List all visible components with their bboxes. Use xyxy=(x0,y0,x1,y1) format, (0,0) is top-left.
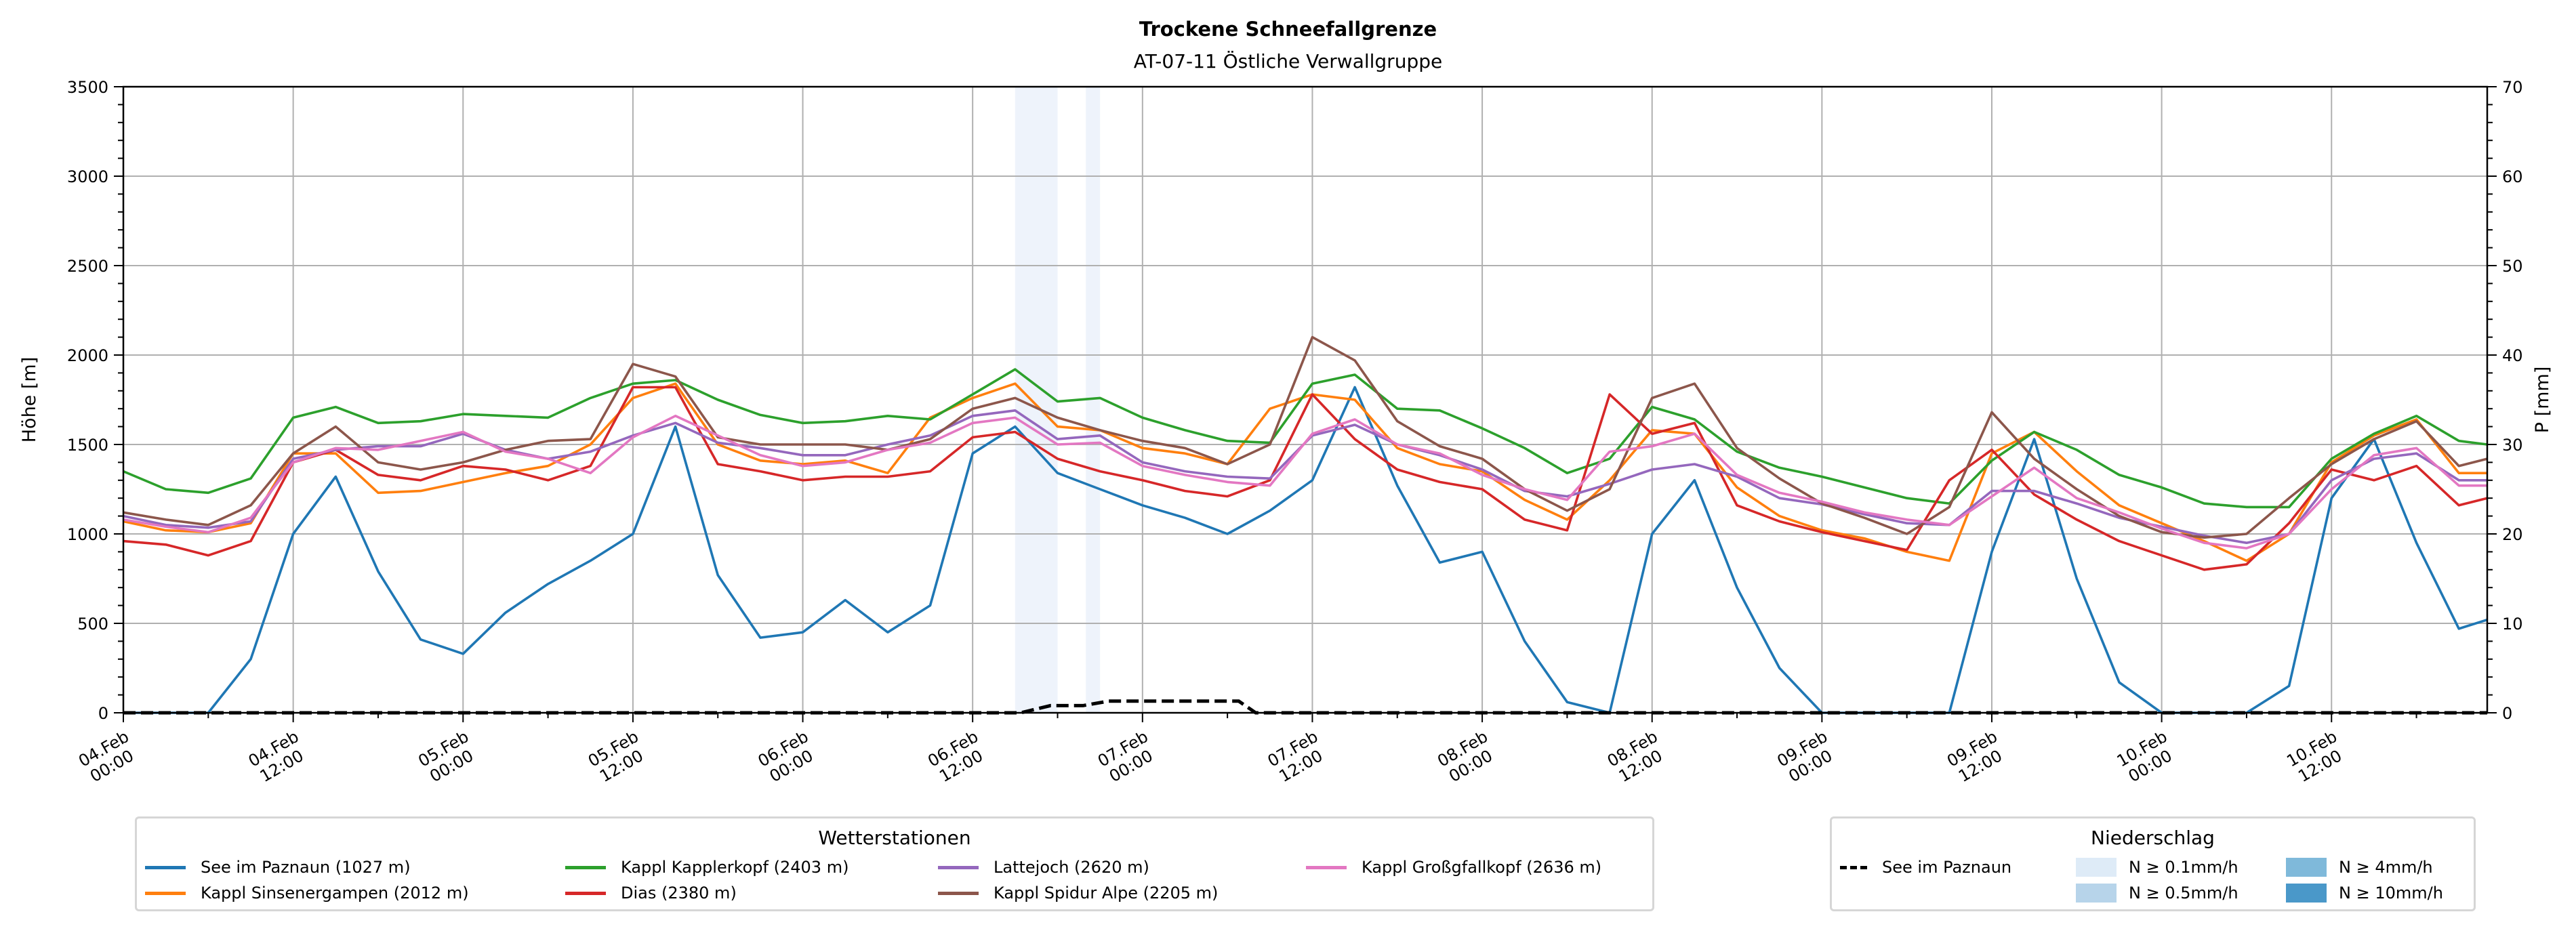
series-line xyxy=(123,386,2488,571)
series-line xyxy=(123,368,2488,509)
legend-label: Kappl Kapplerkopf (2403 m) xyxy=(621,858,849,877)
chart-title: Trockene Schneefallgrenze xyxy=(1139,18,1437,41)
y2-tick-label: 60 xyxy=(2502,167,2523,186)
y2-tick-label: 0 xyxy=(2502,704,2512,723)
legend-item: N ≥ 4mm/h xyxy=(2286,858,2433,877)
legend-item: Kappl Sinsenergampen (2012 m) xyxy=(145,884,469,903)
y2-tick-label: 30 xyxy=(2502,436,2523,455)
legend-precipitation: Niederschlag See im Paznaun N ≥ 0.1mm/h N … xyxy=(1830,816,2476,911)
y-tick-label: 1500 xyxy=(67,436,108,455)
legend-item: Kappl Kapplerkopf (2403 m) xyxy=(565,858,849,877)
x-tick-label: 05.Feb12:00 xyxy=(585,727,651,787)
y2-tick-label: 70 xyxy=(2502,78,2523,97)
y-tick-label: 500 xyxy=(77,615,108,634)
legend-swatch xyxy=(938,891,979,895)
legend-swatch xyxy=(1840,865,1867,869)
legend-swatch xyxy=(2076,884,2117,903)
chart-subtitle: AT-07-11 Östliche Verwallgruppe xyxy=(1133,50,1443,72)
x-tick-label: 10.Feb12:00 xyxy=(2283,727,2350,787)
x-tick-label: 04.Feb00:00 xyxy=(75,727,142,787)
legend-item: See im Paznaun xyxy=(1840,858,2011,877)
legend-precipitation-title: Niederschlag xyxy=(2091,827,2215,849)
series-line xyxy=(123,386,2488,714)
legend-item: Dias (2380 m) xyxy=(565,884,737,903)
x-tick-label: 06.Feb00:00 xyxy=(755,727,821,787)
legend-item: Kappl Spidur Alpe (2205 m) xyxy=(938,884,1218,903)
y-axis-label: Höhe [m] xyxy=(19,357,40,443)
legend-label: Dias (2380 m) xyxy=(621,884,737,903)
legend-swatch xyxy=(145,865,186,869)
y-tick-label: 3500 xyxy=(67,78,108,97)
y-tick-label: 0 xyxy=(98,704,108,723)
x-tick-label: 07.Feb00:00 xyxy=(1095,727,1161,787)
legend-swatch xyxy=(1306,865,1347,869)
legend-label: Kappl Spidur Alpe (2205 m) xyxy=(994,884,1219,903)
legend-item: Lattejoch (2620 m) xyxy=(938,858,1149,877)
y2-tick-label: 50 xyxy=(2502,257,2523,276)
legend-swatch xyxy=(2286,858,2327,877)
series-line xyxy=(123,335,2488,539)
x-tick-label: 09.Feb12:00 xyxy=(1944,727,2010,787)
legend-label: Lattejoch (2620 m) xyxy=(994,858,1149,877)
legend-label: Kappl Sinsenergampen (2012 m) xyxy=(201,884,469,903)
legend-label: See im Paznaun xyxy=(1882,858,2012,877)
legend-swatch xyxy=(565,891,606,895)
x-tick-label: 04.Feb12:00 xyxy=(245,727,312,787)
precip-band xyxy=(1015,87,1058,713)
x-tick-label: 06.Feb12:00 xyxy=(924,727,991,787)
plot-frame xyxy=(122,85,2489,714)
series-line xyxy=(123,415,2487,550)
x-tick-label: 07.Feb12:00 xyxy=(1265,727,1331,787)
legend-swatch xyxy=(2286,884,2327,903)
legend-label: See im Paznaun (1027 m) xyxy=(201,858,411,877)
y-tick-label: 1000 xyxy=(67,525,108,544)
legend-label: N ≥ 0.1mm/h xyxy=(2129,858,2238,877)
y-tick-label: 3000 xyxy=(67,167,108,186)
legend-item: N ≥ 10mm/h xyxy=(2286,884,2443,903)
y-tick-label: 2500 xyxy=(67,257,108,276)
legend-label: N ≥ 4mm/h xyxy=(2339,858,2433,877)
y2-axis-label: P [mm] xyxy=(2532,367,2553,434)
x-tick-label: 10.Feb00:00 xyxy=(2114,727,2180,787)
legend-swatch xyxy=(145,891,186,895)
x-tick-label: 08.Feb12:00 xyxy=(1604,727,1671,787)
legend-stations-title: Wetterstationen xyxy=(818,827,971,849)
y2-tick-label: 20 xyxy=(2502,525,2523,544)
legend-item: See im Paznaun (1027 m) xyxy=(145,858,411,877)
legend-swatch xyxy=(2076,858,2117,877)
x-tick-label: 05.Feb00:00 xyxy=(415,727,481,787)
legend-item: Kappl Großgfallkopf (2636 m) xyxy=(1306,858,1601,877)
legend-stations: Wetterstationen See im Paznaun (1027 m) K… xyxy=(135,816,1654,911)
legend-swatch xyxy=(565,865,606,869)
y-tick-label: 2000 xyxy=(67,346,108,365)
legend-swatch xyxy=(938,865,979,869)
precip-line xyxy=(123,699,2487,715)
series-line xyxy=(123,409,2487,544)
y2-tick-label: 40 xyxy=(2502,346,2523,365)
legend-label: N ≥ 0.5mm/h xyxy=(2129,884,2238,903)
legend-item: N ≥ 0.1mm/h xyxy=(2076,858,2238,877)
x-tick-label: 08.Feb00:00 xyxy=(1434,727,1500,787)
x-tick-label: 09.Feb00:00 xyxy=(1774,727,1840,787)
y2-tick-label: 10 xyxy=(2502,615,2523,634)
legend-item: N ≥ 0.5mm/h xyxy=(2076,884,2238,903)
legend-label: Kappl Großgfallkopf (2636 m) xyxy=(1362,858,1602,877)
legend-label: N ≥ 10mm/h xyxy=(2339,884,2443,903)
